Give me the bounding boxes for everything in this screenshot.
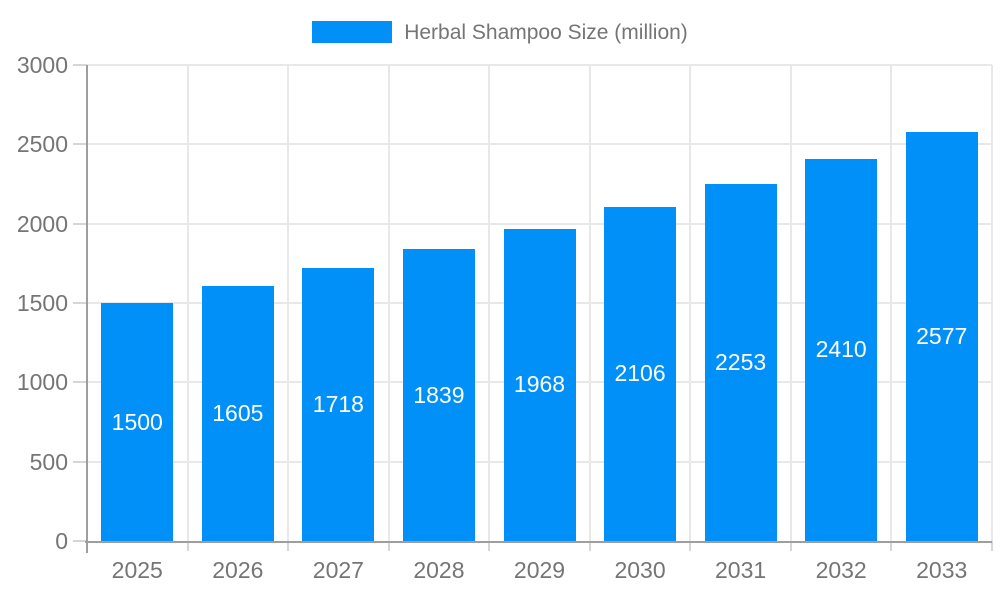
y-axis-tick xyxy=(73,460,87,463)
y-axis-tick xyxy=(73,143,87,146)
gridline-vertical xyxy=(789,65,792,541)
x-tick-label: 2029 xyxy=(513,557,566,583)
x-tick-label: 2025 xyxy=(111,557,163,583)
y-tick-label: 3000 xyxy=(16,52,68,78)
bar[interactable]: 1500 xyxy=(101,303,174,541)
bar-value-label: 1718 xyxy=(312,391,364,418)
bar[interactable]: 2577 xyxy=(905,132,978,541)
y-tick-label: 2500 xyxy=(16,131,68,158)
y-tick-label: 2000 xyxy=(16,210,68,237)
gridline-vertical xyxy=(890,65,893,541)
gridline-vertical xyxy=(287,65,290,541)
y-axis-tick xyxy=(73,540,87,542)
gridline-vertical xyxy=(991,65,993,541)
y-axis-line xyxy=(86,65,88,553)
x-axis-tick xyxy=(991,541,993,551)
bar-value-label: 2410 xyxy=(815,336,867,363)
gridline-horizontal xyxy=(87,222,992,225)
y-tick-label: 500 xyxy=(29,448,68,475)
y-axis-tick xyxy=(73,64,87,66)
bar-value-label: 1968 xyxy=(513,371,566,398)
bar[interactable]: 1839 xyxy=(402,249,475,541)
gridline-vertical xyxy=(387,65,390,541)
x-axis-tick xyxy=(689,541,692,551)
gridline-horizontal xyxy=(87,143,992,146)
legend[interactable]: Herbal Shampoo Size (million) xyxy=(0,14,1000,50)
x-tick-label: 2027 xyxy=(312,557,364,583)
y-tick-label: 0 xyxy=(55,528,68,554)
x-axis-tick xyxy=(588,541,591,551)
x-tick-label: 2030 xyxy=(614,557,666,583)
gridline-vertical xyxy=(689,65,692,541)
x-axis-line xyxy=(85,541,992,543)
bar[interactable]: 1605 xyxy=(201,286,274,541)
x-axis-tick xyxy=(186,541,189,551)
legend-label: Herbal Shampoo Size (million) xyxy=(404,20,688,44)
x-axis-tick xyxy=(287,541,290,551)
x-axis-tick xyxy=(387,541,390,551)
gridline-vertical xyxy=(588,65,591,541)
bar[interactable]: 1968 xyxy=(503,228,576,541)
y-tick-label: 1000 xyxy=(16,369,68,396)
bar[interactable]: 1718 xyxy=(302,268,375,541)
gridline-horizontal xyxy=(87,64,992,66)
bar-value-label: 1839 xyxy=(413,381,465,408)
y-axis-tick xyxy=(73,222,87,225)
x-tick-label: 2028 xyxy=(413,557,465,583)
y-axis-tick xyxy=(73,381,87,384)
bar-value-label: 1605 xyxy=(212,400,264,427)
y-tick-label: 1500 xyxy=(16,290,68,316)
x-tick-label: 2033 xyxy=(916,557,968,583)
x-tick-label: 2031 xyxy=(715,557,767,583)
bar[interactable]: 2253 xyxy=(704,183,777,541)
x-tick-label: 2032 xyxy=(815,557,867,583)
bar-value-label: 2577 xyxy=(916,323,968,350)
x-tick-label: 2026 xyxy=(212,557,264,583)
bar-value-label: 1500 xyxy=(111,408,163,435)
x-axis-tick xyxy=(890,541,893,551)
bar-value-label: 2253 xyxy=(715,348,767,375)
legend-swatch xyxy=(312,21,393,43)
bar[interactable]: 2410 xyxy=(805,158,878,541)
y-axis-tick xyxy=(73,302,87,304)
bar[interactable]: 2106 xyxy=(604,206,677,541)
gridline-vertical xyxy=(488,65,491,541)
bar-value-label: 2106 xyxy=(614,360,666,387)
x-axis-tick xyxy=(789,541,792,551)
gridline-vertical xyxy=(186,65,189,541)
x-axis-tick xyxy=(488,541,491,551)
